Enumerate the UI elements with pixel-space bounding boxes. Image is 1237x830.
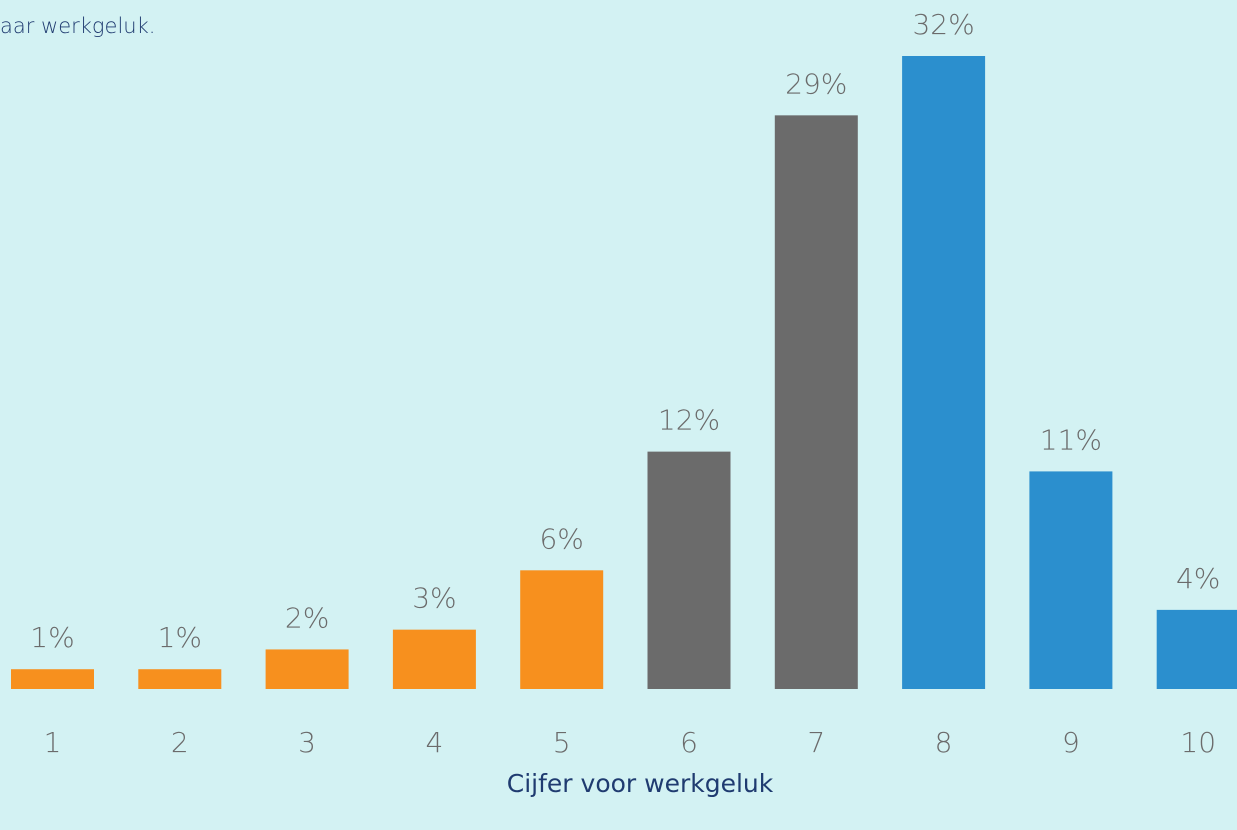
bar xyxy=(11,669,94,689)
bar xyxy=(647,451,731,689)
value-label: 4% xyxy=(1176,562,1220,595)
value-label: 1% xyxy=(158,621,202,654)
bar xyxy=(1156,609,1237,689)
value-label: 1% xyxy=(30,621,74,654)
value-label: 12% xyxy=(658,404,720,437)
bar xyxy=(1029,471,1113,689)
bar xyxy=(392,629,476,689)
value-label: 3% xyxy=(412,582,456,615)
bar xyxy=(902,56,986,689)
x-tick-label: 2 xyxy=(171,726,189,759)
bar xyxy=(520,570,604,689)
x-tick-label: 10 xyxy=(1180,726,1216,759)
x-tick-label: 8 xyxy=(935,726,953,759)
x-tick-label: 5 xyxy=(553,726,571,759)
x-axis-label: Cijfer voor werkgeluk xyxy=(507,769,774,798)
value-label: 6% xyxy=(539,522,583,555)
value-label: 11% xyxy=(1040,423,1102,456)
bar xyxy=(774,115,858,689)
value-label: 32% xyxy=(912,8,974,41)
subtitle: aar werkgeluk. xyxy=(0,14,155,38)
value-label: 2% xyxy=(285,601,329,634)
bar xyxy=(265,649,349,689)
x-tick-label: 9 xyxy=(1062,726,1080,759)
x-tick-label: 3 xyxy=(298,726,316,759)
value-label: 29% xyxy=(785,67,847,100)
x-tick-label: 6 xyxy=(680,726,698,759)
bar xyxy=(138,669,222,689)
x-tick-label: 1 xyxy=(44,726,62,759)
x-tick-label: 4 xyxy=(425,726,443,759)
x-tick-label: 7 xyxy=(807,726,825,759)
